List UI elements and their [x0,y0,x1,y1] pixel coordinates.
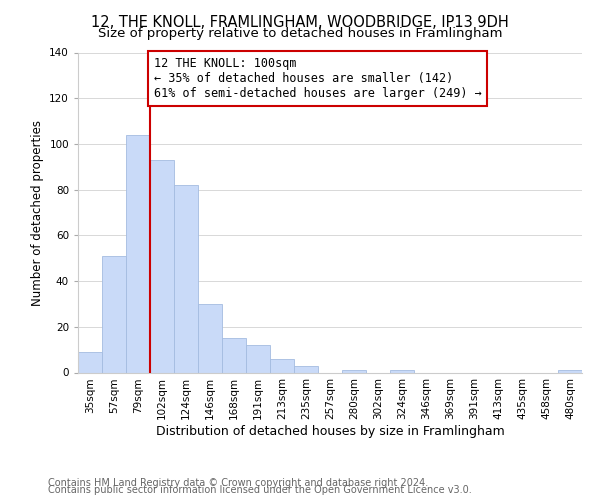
Bar [390,370,414,372]
Bar [174,185,198,372]
Bar [558,370,582,372]
Bar [342,370,366,372]
Bar [270,359,294,372]
Text: 12, THE KNOLL, FRAMLINGHAM, WOODBRIDGE, IP13 9DH: 12, THE KNOLL, FRAMLINGHAM, WOODBRIDGE, … [91,15,509,30]
Bar [78,352,102,372]
X-axis label: Distribution of detached houses by size in Framlingham: Distribution of detached houses by size … [155,425,505,438]
Bar [294,366,318,372]
Text: Contains public sector information licensed under the Open Government Licence v3: Contains public sector information licen… [48,485,472,495]
Bar [126,135,150,372]
Text: Contains HM Land Registry data © Crown copyright and database right 2024.: Contains HM Land Registry data © Crown c… [48,478,428,488]
Bar [198,304,222,372]
Bar [150,160,174,372]
Text: Size of property relative to detached houses in Framlingham: Size of property relative to detached ho… [98,28,502,40]
Text: 12 THE KNOLL: 100sqm
← 35% of detached houses are smaller (142)
61% of semi-deta: 12 THE KNOLL: 100sqm ← 35% of detached h… [154,57,481,100]
Bar [246,345,270,372]
Bar [102,256,126,372]
Bar [222,338,246,372]
Y-axis label: Number of detached properties: Number of detached properties [31,120,44,306]
